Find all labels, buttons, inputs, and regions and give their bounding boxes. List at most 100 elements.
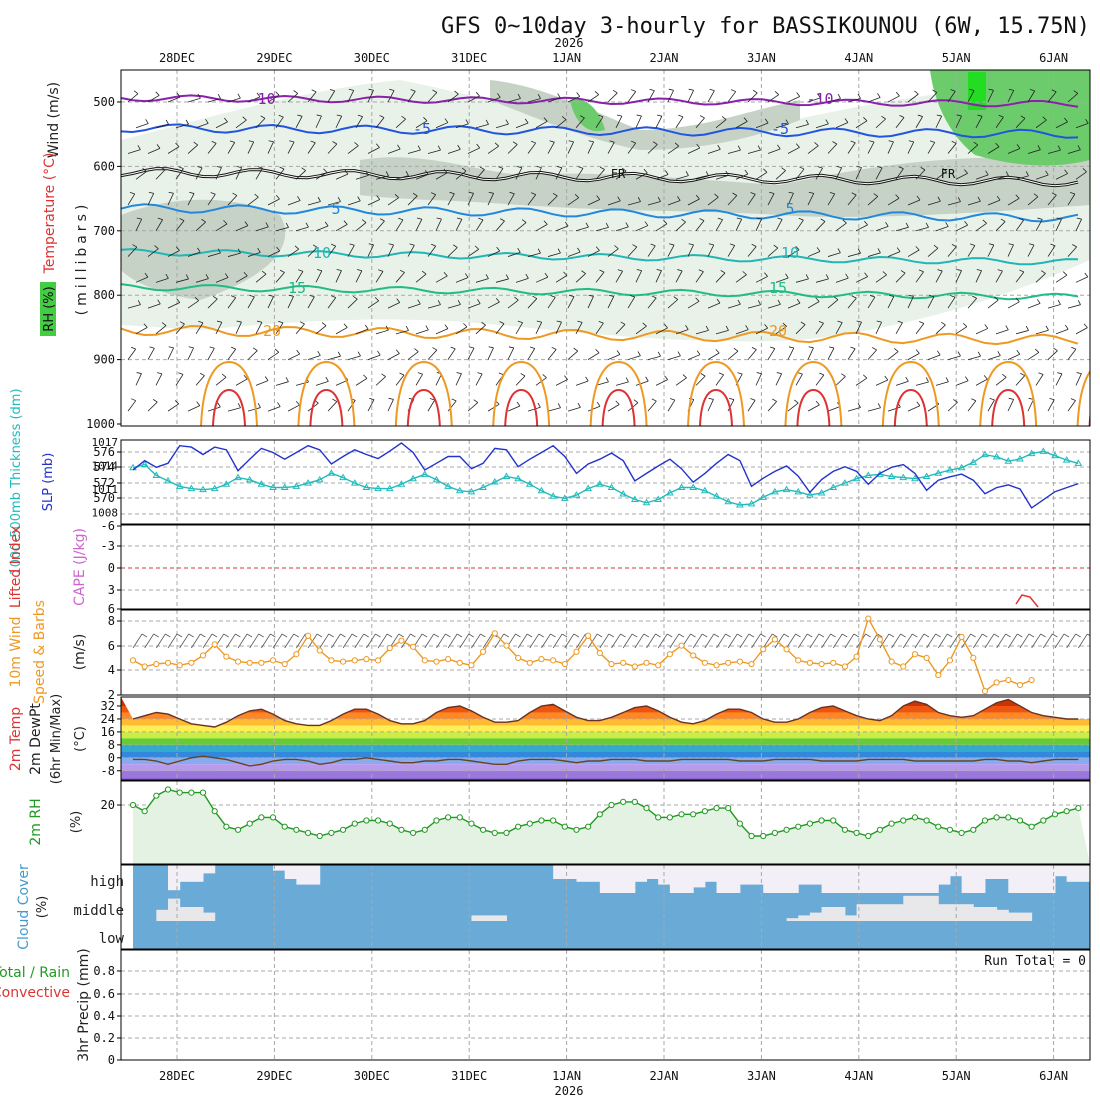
wind-barb-flag bbox=[997, 351, 1001, 356]
bl-contour-outer bbox=[1076, 370, 1090, 426]
thickness-line-point bbox=[187, 484, 196, 492]
upper-panel-frame bbox=[120, 69, 1091, 427]
wind-barb-flag bbox=[642, 322, 647, 327]
thickness-line-point bbox=[642, 498, 651, 506]
wind-barb-flag bbox=[577, 247, 581, 253]
wind-barb-flag bbox=[477, 299, 481, 304]
wind-barb bbox=[307, 247, 318, 257]
surface-wind-barb bbox=[459, 633, 470, 649]
wind-barb-flag bbox=[569, 294, 575, 297]
wind-barb-flag bbox=[310, 140, 316, 144]
wind-barb-flag bbox=[475, 91, 480, 97]
rh-axis-label: RH (%) bbox=[42, 286, 57, 331]
cloud-high-block bbox=[844, 865, 858, 893]
wind-barb bbox=[667, 244, 675, 257]
wind-barb bbox=[187, 300, 199, 309]
wind-barb bbox=[175, 168, 184, 180]
temperature-axis-label: Temperature (°C) bbox=[42, 153, 58, 275]
date-label-top: 29DEC bbox=[256, 51, 292, 65]
wind-barb-flag bbox=[254, 193, 259, 198]
thickness-line-point bbox=[444, 482, 452, 489]
wind-barb-flag bbox=[379, 218, 385, 222]
wind-barb-flag bbox=[977, 114, 983, 117]
wind-barb bbox=[295, 271, 304, 283]
wind-barb bbox=[627, 355, 641, 360]
wind-barb bbox=[667, 355, 681, 360]
surface-wind-barb bbox=[1019, 633, 1030, 649]
wind-speed-point bbox=[935, 672, 942, 679]
surface-wind-barb bbox=[1077, 633, 1088, 649]
wind-barb bbox=[935, 381, 949, 386]
bl-contour-outer bbox=[492, 360, 551, 426]
surface-wind-barb bbox=[156, 633, 166, 649]
wind-barb bbox=[515, 222, 527, 232]
wind-speed-point bbox=[281, 660, 288, 668]
axis-tick-label: 4 bbox=[108, 663, 115, 677]
wind-barb-flag bbox=[1071, 346, 1077, 350]
wind-barb-flag bbox=[856, 320, 862, 323]
surface-wind-barb-flag bbox=[573, 633, 580, 638]
surface-wind-barb-flag bbox=[561, 633, 568, 638]
wind-barb-flag bbox=[417, 145, 421, 151]
wind-barb-flag bbox=[953, 399, 958, 403]
wind-barb bbox=[587, 250, 600, 257]
axis-tick-label: 0 bbox=[108, 751, 115, 765]
wind-barb bbox=[975, 174, 989, 180]
upper-axis-labels: Wind (m/s) Temperature (°C) RH (%) (mill… bbox=[40, 82, 90, 336]
wind-barb bbox=[147, 401, 158, 412]
rh2m-unit-label: (%) bbox=[69, 811, 84, 834]
wind-barb bbox=[227, 195, 238, 206]
wind-barb bbox=[447, 304, 461, 309]
wind-barb bbox=[915, 271, 924, 283]
wind-barb-flag bbox=[664, 375, 668, 380]
wind-barb-flag bbox=[799, 166, 805, 170]
wind-barb-flag bbox=[133, 90, 139, 94]
wind-speed-point bbox=[515, 654, 522, 662]
wind-barb-flag bbox=[309, 294, 315, 298]
wind-barb-flag bbox=[265, 222, 269, 228]
wind-barb bbox=[387, 353, 400, 360]
wind-barb bbox=[695, 117, 705, 129]
wind-barb bbox=[207, 143, 217, 154]
wind-barb bbox=[335, 224, 348, 232]
axis-tick-label: 0.8 bbox=[93, 964, 115, 978]
wind-speed-point bbox=[830, 659, 837, 666]
wind-barb bbox=[587, 405, 601, 412]
wind-speed-point bbox=[841, 663, 849, 670]
wind-barb bbox=[475, 169, 485, 180]
wind-barb-flag bbox=[1000, 218, 1006, 222]
wind-barb bbox=[375, 117, 385, 129]
wind-barb bbox=[647, 297, 657, 309]
wind-barb bbox=[127, 193, 136, 206]
cloud-high-block bbox=[599, 865, 612, 893]
wind-barb bbox=[567, 96, 580, 103]
wind-barb-flag bbox=[725, 170, 729, 176]
wind-barb bbox=[707, 196, 719, 206]
wind-barb bbox=[847, 348, 856, 360]
wind-barb-flag bbox=[933, 244, 939, 249]
wind-barb-flag bbox=[729, 397, 735, 400]
precip-grid bbox=[121, 950, 1090, 1060]
rh2m-line-point bbox=[398, 826, 405, 833]
thickness-line-point bbox=[234, 473, 242, 481]
wind-barb-flag bbox=[725, 325, 729, 331]
wind-speed-point bbox=[876, 636, 884, 643]
wind-barb-flag bbox=[564, 221, 569, 227]
wind-barb bbox=[807, 404, 820, 412]
wind-barb-flag bbox=[417, 372, 423, 375]
wind-barb-flag bbox=[332, 141, 338, 145]
wind-barb bbox=[955, 326, 968, 335]
wind-barb-flag bbox=[508, 346, 514, 349]
wind-barb bbox=[655, 115, 663, 128]
wind-barb-flag bbox=[915, 349, 920, 354]
wind-barb bbox=[335, 270, 342, 283]
wind-barb-flag bbox=[516, 401, 521, 407]
wind-barb-flag bbox=[264, 376, 269, 381]
wind-barb bbox=[1015, 330, 1029, 335]
wind-barb bbox=[1047, 149, 1061, 154]
wind-barb bbox=[407, 91, 416, 103]
wind-barb-flag bbox=[461, 167, 467, 172]
wind-speed-point bbox=[316, 647, 323, 654]
rh2m-line-point bbox=[374, 817, 382, 824]
wind-barb-flag bbox=[752, 89, 758, 94]
